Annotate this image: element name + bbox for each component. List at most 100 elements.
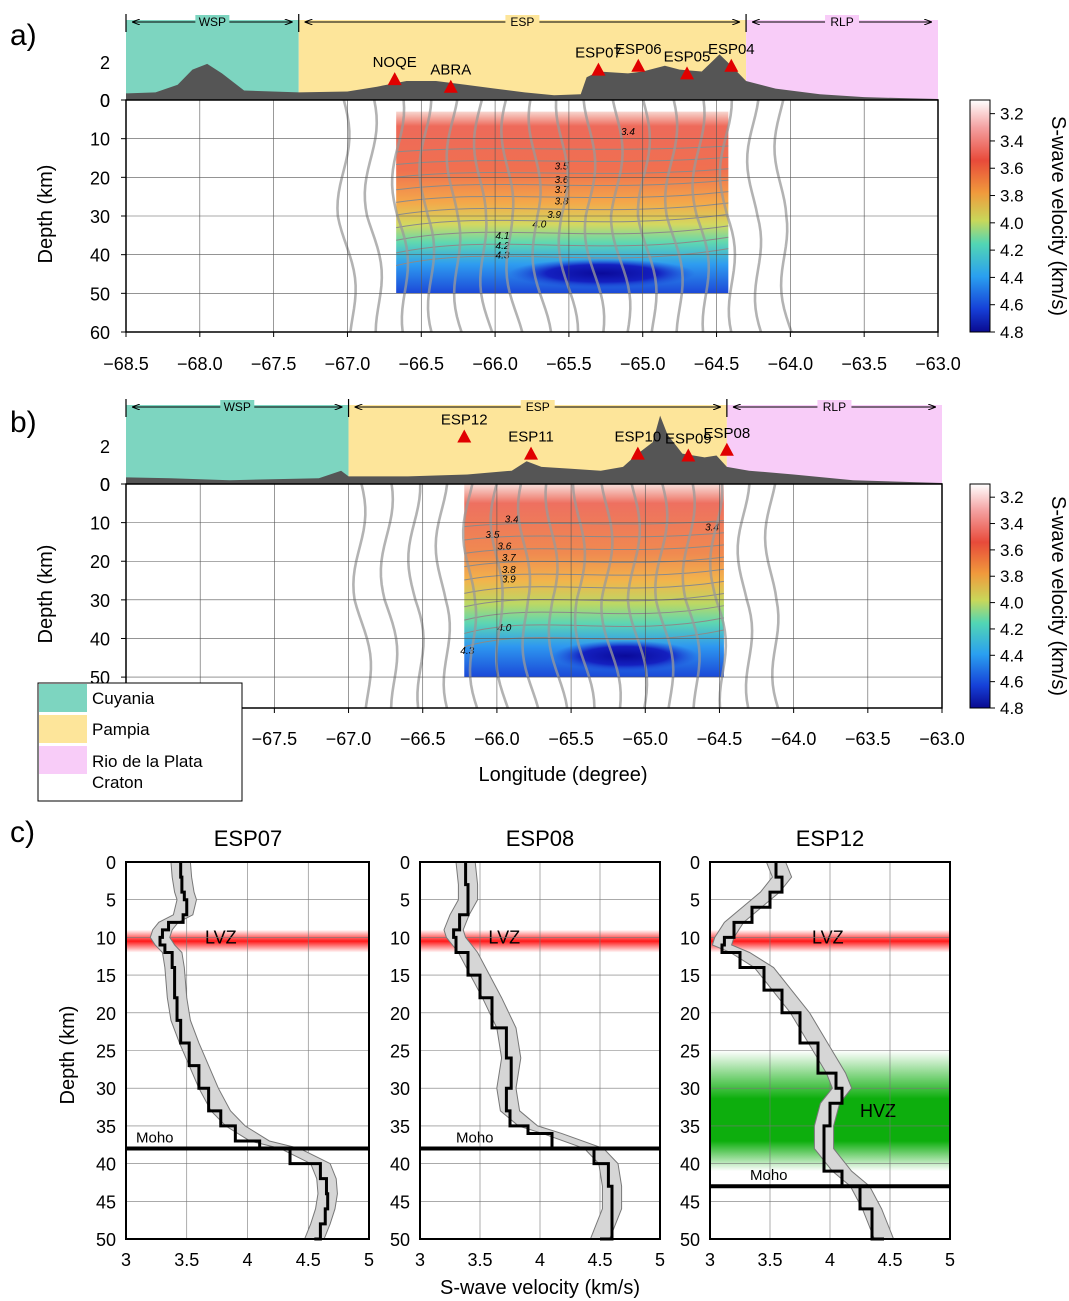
profile-depth-tick-label: 10 bbox=[680, 928, 700, 948]
longitude-tick-label: −64.0 bbox=[768, 354, 814, 374]
station-marker bbox=[630, 446, 645, 460]
profile-depth-tick-label: 45 bbox=[390, 1192, 410, 1212]
moho-label: Moho bbox=[750, 1167, 788, 1184]
section-label-a: a) bbox=[10, 19, 37, 52]
longitude-tick-label: −66.0 bbox=[472, 354, 518, 374]
colorbar-b: 3.2 3.4 3.6 3.8 4.0 4.2 4.4 4.6 4.8 S-wave veloc… bbox=[969, 483, 1069, 718]
profile-velocity-label: S-wave velocity (km/s) bbox=[440, 1277, 640, 1299]
station-marker bbox=[457, 429, 472, 443]
province-label: ESP bbox=[510, 15, 534, 29]
panel-b-cross-section: WSP ESP RLP203.43.53.63.73.83.94.04.33.4ES… bbox=[35, 399, 965, 749]
profile-depth-tick-label: 25 bbox=[680, 1042, 700, 1062]
colorbar-b-label: S-wave velocity (km/s) bbox=[1047, 496, 1069, 696]
dispersion-curve bbox=[461, 483, 479, 709]
contour-label: 4.3 bbox=[460, 646, 474, 657]
longitude-tick-label: −64.5 bbox=[694, 354, 740, 374]
profile-depth-tick-label: 50 bbox=[390, 1230, 410, 1250]
station-marker bbox=[724, 58, 739, 72]
colorbar-tick-label: 3.8 bbox=[1000, 567, 1024, 586]
profile-depth-tick-label: 50 bbox=[680, 1230, 700, 1250]
depth-tick-label: 0 bbox=[100, 475, 110, 495]
section-label-c: c) bbox=[10, 816, 35, 849]
profile-velocity-tick-label: 4 bbox=[242, 1250, 252, 1270]
station-label: ESP10 bbox=[615, 429, 662, 446]
profile-depth-tick-label: 40 bbox=[96, 1155, 116, 1175]
profile-velocity-tick-label: 4.5 bbox=[587, 1250, 612, 1270]
velocity-contour bbox=[396, 213, 729, 229]
colorbar-tick-label: 3.6 bbox=[1000, 541, 1024, 560]
colorbar-a-label: S-wave velocity (km/s) bbox=[1047, 116, 1069, 316]
moho-label: Moho bbox=[456, 1130, 494, 1147]
section-frame bbox=[125, 483, 943, 709]
station-marker bbox=[387, 72, 402, 86]
contour-label: 3.8 bbox=[555, 196, 569, 207]
legend-swatch-cuyania bbox=[39, 684, 87, 712]
contour-label: 3.7 bbox=[502, 553, 516, 564]
profile-frame bbox=[419, 861, 661, 1240]
colorbar-tick-label: 4.8 bbox=[1000, 699, 1024, 718]
station-label: ESP07 bbox=[575, 45, 622, 62]
province-label: ESP bbox=[526, 400, 550, 414]
profile-depth-tick-label: 40 bbox=[680, 1155, 700, 1175]
profile-velocity-tick-label: 5 bbox=[655, 1250, 665, 1270]
profile-depth-tick-label: 20 bbox=[390, 1004, 410, 1024]
profile-depth-tick-label: 45 bbox=[680, 1192, 700, 1212]
elevation-tick-label: 2 bbox=[100, 437, 110, 457]
longitude-tick-label: −63.5 bbox=[845, 729, 891, 749]
longitude-tick-label: −65.5 bbox=[548, 729, 594, 749]
dispersion-curve bbox=[434, 483, 452, 709]
legend-swatch-pampia bbox=[39, 715, 87, 743]
longitude-tick-label: −63.0 bbox=[919, 729, 965, 749]
station-label: ESP08 bbox=[704, 425, 751, 442]
province-label-bg bbox=[505, 15, 540, 27]
profile-depth-tick-label: 15 bbox=[680, 966, 700, 986]
velocity-contour bbox=[396, 179, 729, 191]
profile-depth-tick-label: 45 bbox=[96, 1192, 116, 1212]
profile-velocity-tick-label: 5 bbox=[945, 1250, 955, 1270]
station-label: NOQE bbox=[373, 54, 417, 71]
station-marker bbox=[681, 448, 696, 462]
longitude-axis-label: Longitude (degree) bbox=[478, 764, 647, 786]
colorbar-tick-label: 4.6 bbox=[1000, 673, 1024, 692]
longitude-tick-label: −64.5 bbox=[697, 729, 743, 749]
contour-label: 4.0 bbox=[532, 220, 546, 231]
topography-profile bbox=[126, 54, 938, 100]
longitude-tick-label: −67.0 bbox=[325, 354, 371, 374]
legend-label-pampia: Pampia bbox=[92, 720, 150, 739]
depth-tick-label: 30 bbox=[90, 207, 110, 227]
station-marker bbox=[631, 58, 646, 72]
profile-depth-tick-label: 30 bbox=[680, 1079, 700, 1099]
deep-high-velocity-anomaly bbox=[552, 640, 698, 672]
longitude-tick-label: −67.5 bbox=[252, 729, 298, 749]
velocity-contour bbox=[464, 580, 724, 594]
colorbar-tick-label: 4.0 bbox=[1000, 214, 1024, 233]
station-marker bbox=[591, 62, 606, 76]
profile-title: ESP07 bbox=[214, 826, 283, 851]
dispersion-curve bbox=[626, 483, 649, 709]
province-label: WSP bbox=[224, 400, 251, 414]
elevation-tick-label: 0 bbox=[100, 475, 110, 495]
colorbar-tick-label: 3.8 bbox=[1000, 187, 1024, 206]
velocity-contour bbox=[396, 248, 729, 266]
profile-depth-tick-label: 35 bbox=[96, 1117, 116, 1137]
profile-depth-tick-label: 0 bbox=[106, 853, 116, 873]
colorbar-b-ramp bbox=[969, 483, 991, 709]
profile-title: ESP12 bbox=[796, 826, 865, 851]
longitude-tick-label: −66.0 bbox=[474, 729, 520, 749]
profile-velocity-tick-label: 3 bbox=[415, 1250, 425, 1270]
province-fill bbox=[126, 405, 349, 484]
longitude-tick-label: −68.5 bbox=[103, 354, 149, 374]
contour-label: 3.4 bbox=[705, 522, 719, 533]
colorbar-tick-label: 3.4 bbox=[1000, 132, 1024, 151]
dispersion-curve bbox=[571, 483, 596, 709]
dispersion-curve bbox=[352, 483, 373, 709]
depth-tick-label: 20 bbox=[90, 168, 110, 188]
depth-tick-label: 40 bbox=[90, 629, 110, 649]
station-label: ESP04 bbox=[708, 41, 755, 58]
velocity-contour bbox=[396, 156, 729, 166]
legend-swatch-rlp bbox=[39, 746, 87, 774]
province-label-bg bbox=[825, 15, 860, 27]
profile-depth-tick-label: 35 bbox=[390, 1117, 410, 1137]
